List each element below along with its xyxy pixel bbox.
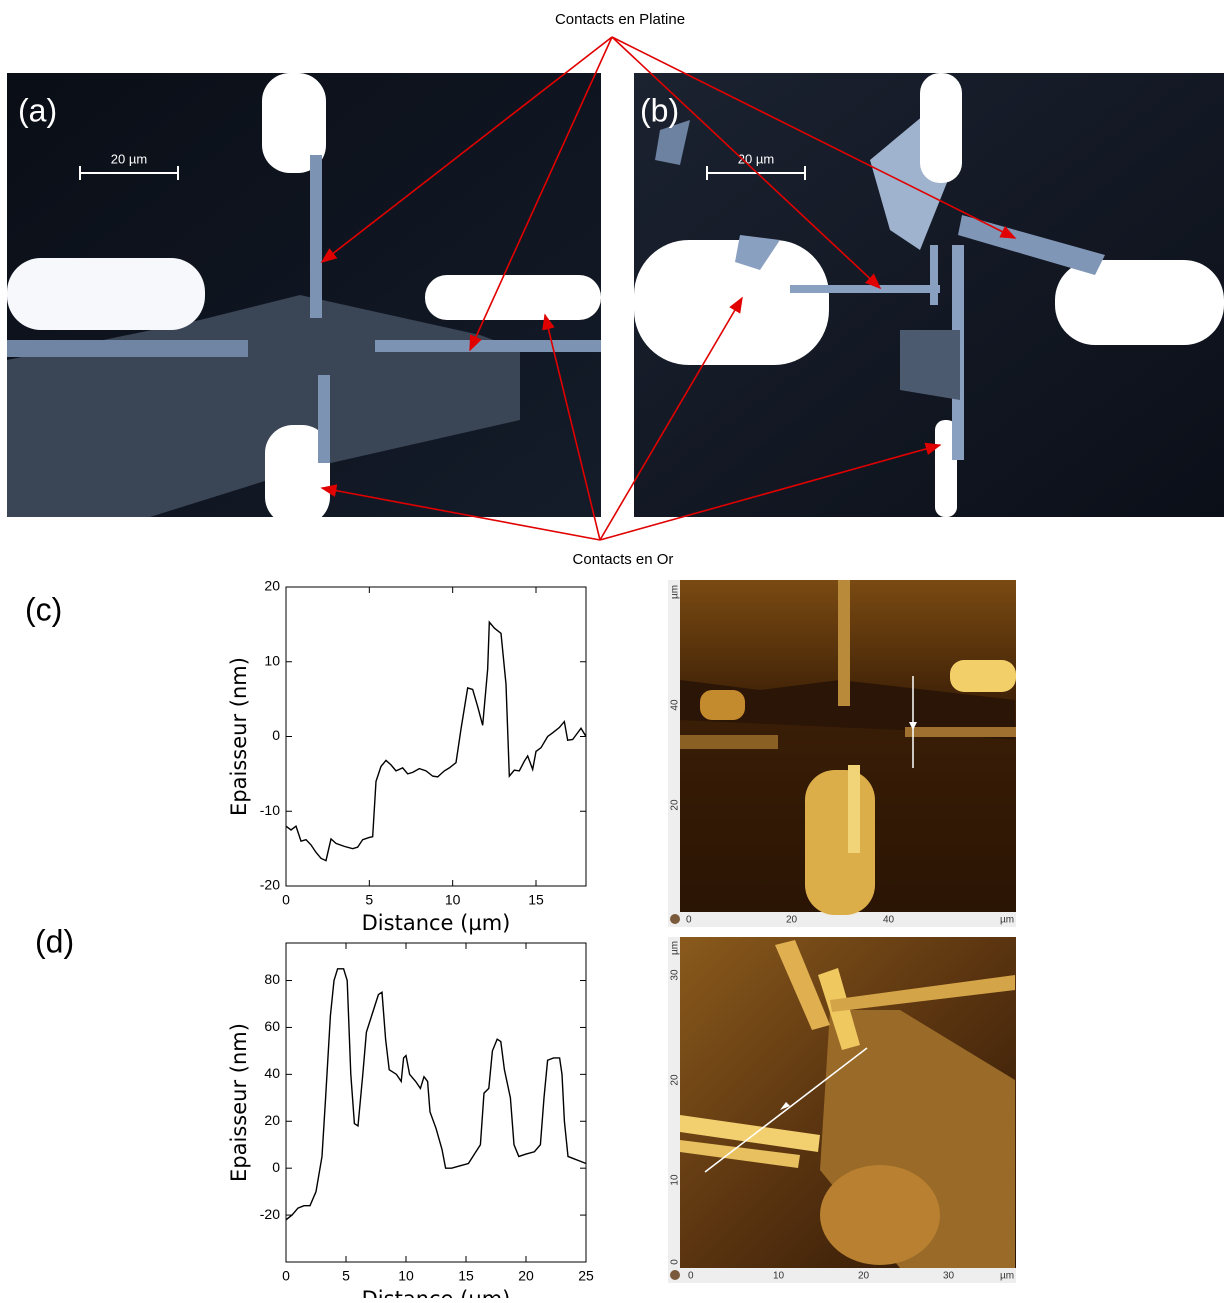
- afm-axis-label: 10: [773, 1271, 785, 1282]
- optical-image-a: [7, 73, 601, 525]
- x-tick-label: 10: [445, 892, 461, 908]
- callout-arrows: [320, 36, 1017, 541]
- afm-axis-label: 40: [670, 699, 681, 711]
- callout-label: Contacts en Platine: [555, 11, 685, 28]
- y-tick-label: 20: [264, 578, 280, 594]
- afm-axis-label: µm: [670, 585, 681, 599]
- y-tick-label: -20: [260, 877, 280, 893]
- y-axis-title: Epaisseur (nm): [227, 657, 251, 816]
- panel-label: (b): [640, 92, 679, 128]
- data-line: [285, 968, 587, 1221]
- afm-axis-label: 0: [688, 1271, 694, 1282]
- afm-axis-label: 30: [943, 1271, 955, 1282]
- plot-frame: [285, 942, 587, 1263]
- afm-axis-label: 30: [670, 969, 681, 981]
- afm-axis-label: 10: [670, 1174, 681, 1186]
- afm-axis-label: µm: [1000, 915, 1014, 926]
- callout-label: Contacts en Or: [573, 551, 674, 568]
- x-axis-title: Distance (µm): [362, 1287, 511, 1298]
- afm-axis-label: µm: [670, 941, 681, 955]
- x-tick-label: 10: [398, 1268, 414, 1284]
- y-tick-label: 0: [272, 1159, 280, 1175]
- x-tick-label: 5: [365, 892, 373, 908]
- y-tick-label: 40: [264, 1065, 280, 1081]
- afm-image-d: [668, 937, 1016, 1283]
- x-axis-title: Distance (µm): [362, 911, 511, 935]
- y-tick-label: 0: [272, 727, 280, 743]
- y-axis-title: Epaisseur (nm): [227, 1023, 251, 1182]
- x-tick-label: 0: [282, 892, 290, 908]
- afm-axis-label: 0: [686, 915, 692, 926]
- y-tick-label: -10: [260, 802, 280, 818]
- data-line: [285, 620, 587, 862]
- scale-bar-label: 20 µm: [111, 151, 147, 166]
- y-tick-label: 20: [264, 1112, 280, 1128]
- afm-axis-label: 20: [670, 799, 681, 811]
- x-tick-label: 0: [282, 1268, 290, 1284]
- afm-axis-label: 20: [786, 915, 798, 926]
- x-tick-label: 15: [458, 1268, 474, 1284]
- afm-axis-label: 20: [858, 1271, 870, 1282]
- panel-label: (d): [35, 923, 74, 959]
- x-tick-label: 15: [528, 892, 544, 908]
- afm-axis-label: 40: [883, 915, 895, 926]
- panel-label: (a): [18, 92, 57, 128]
- x-tick-label: 5: [342, 1268, 350, 1284]
- panel-label: (c): [25, 591, 62, 627]
- y-tick-label: -20: [260, 1206, 280, 1222]
- y-tick-label: 10: [264, 652, 280, 668]
- y-tick-label: 60: [264, 1018, 280, 1034]
- afm-axis-label: µm: [1000, 1271, 1014, 1282]
- x-tick-label: 20: [518, 1268, 534, 1284]
- afm-axis-label: 0: [670, 1259, 681, 1265]
- y-tick-label: 80: [264, 971, 280, 987]
- afm-image-c: [668, 580, 1016, 927]
- x-tick-label: 25: [578, 1268, 594, 1284]
- afm-axis-label: 20: [670, 1074, 681, 1086]
